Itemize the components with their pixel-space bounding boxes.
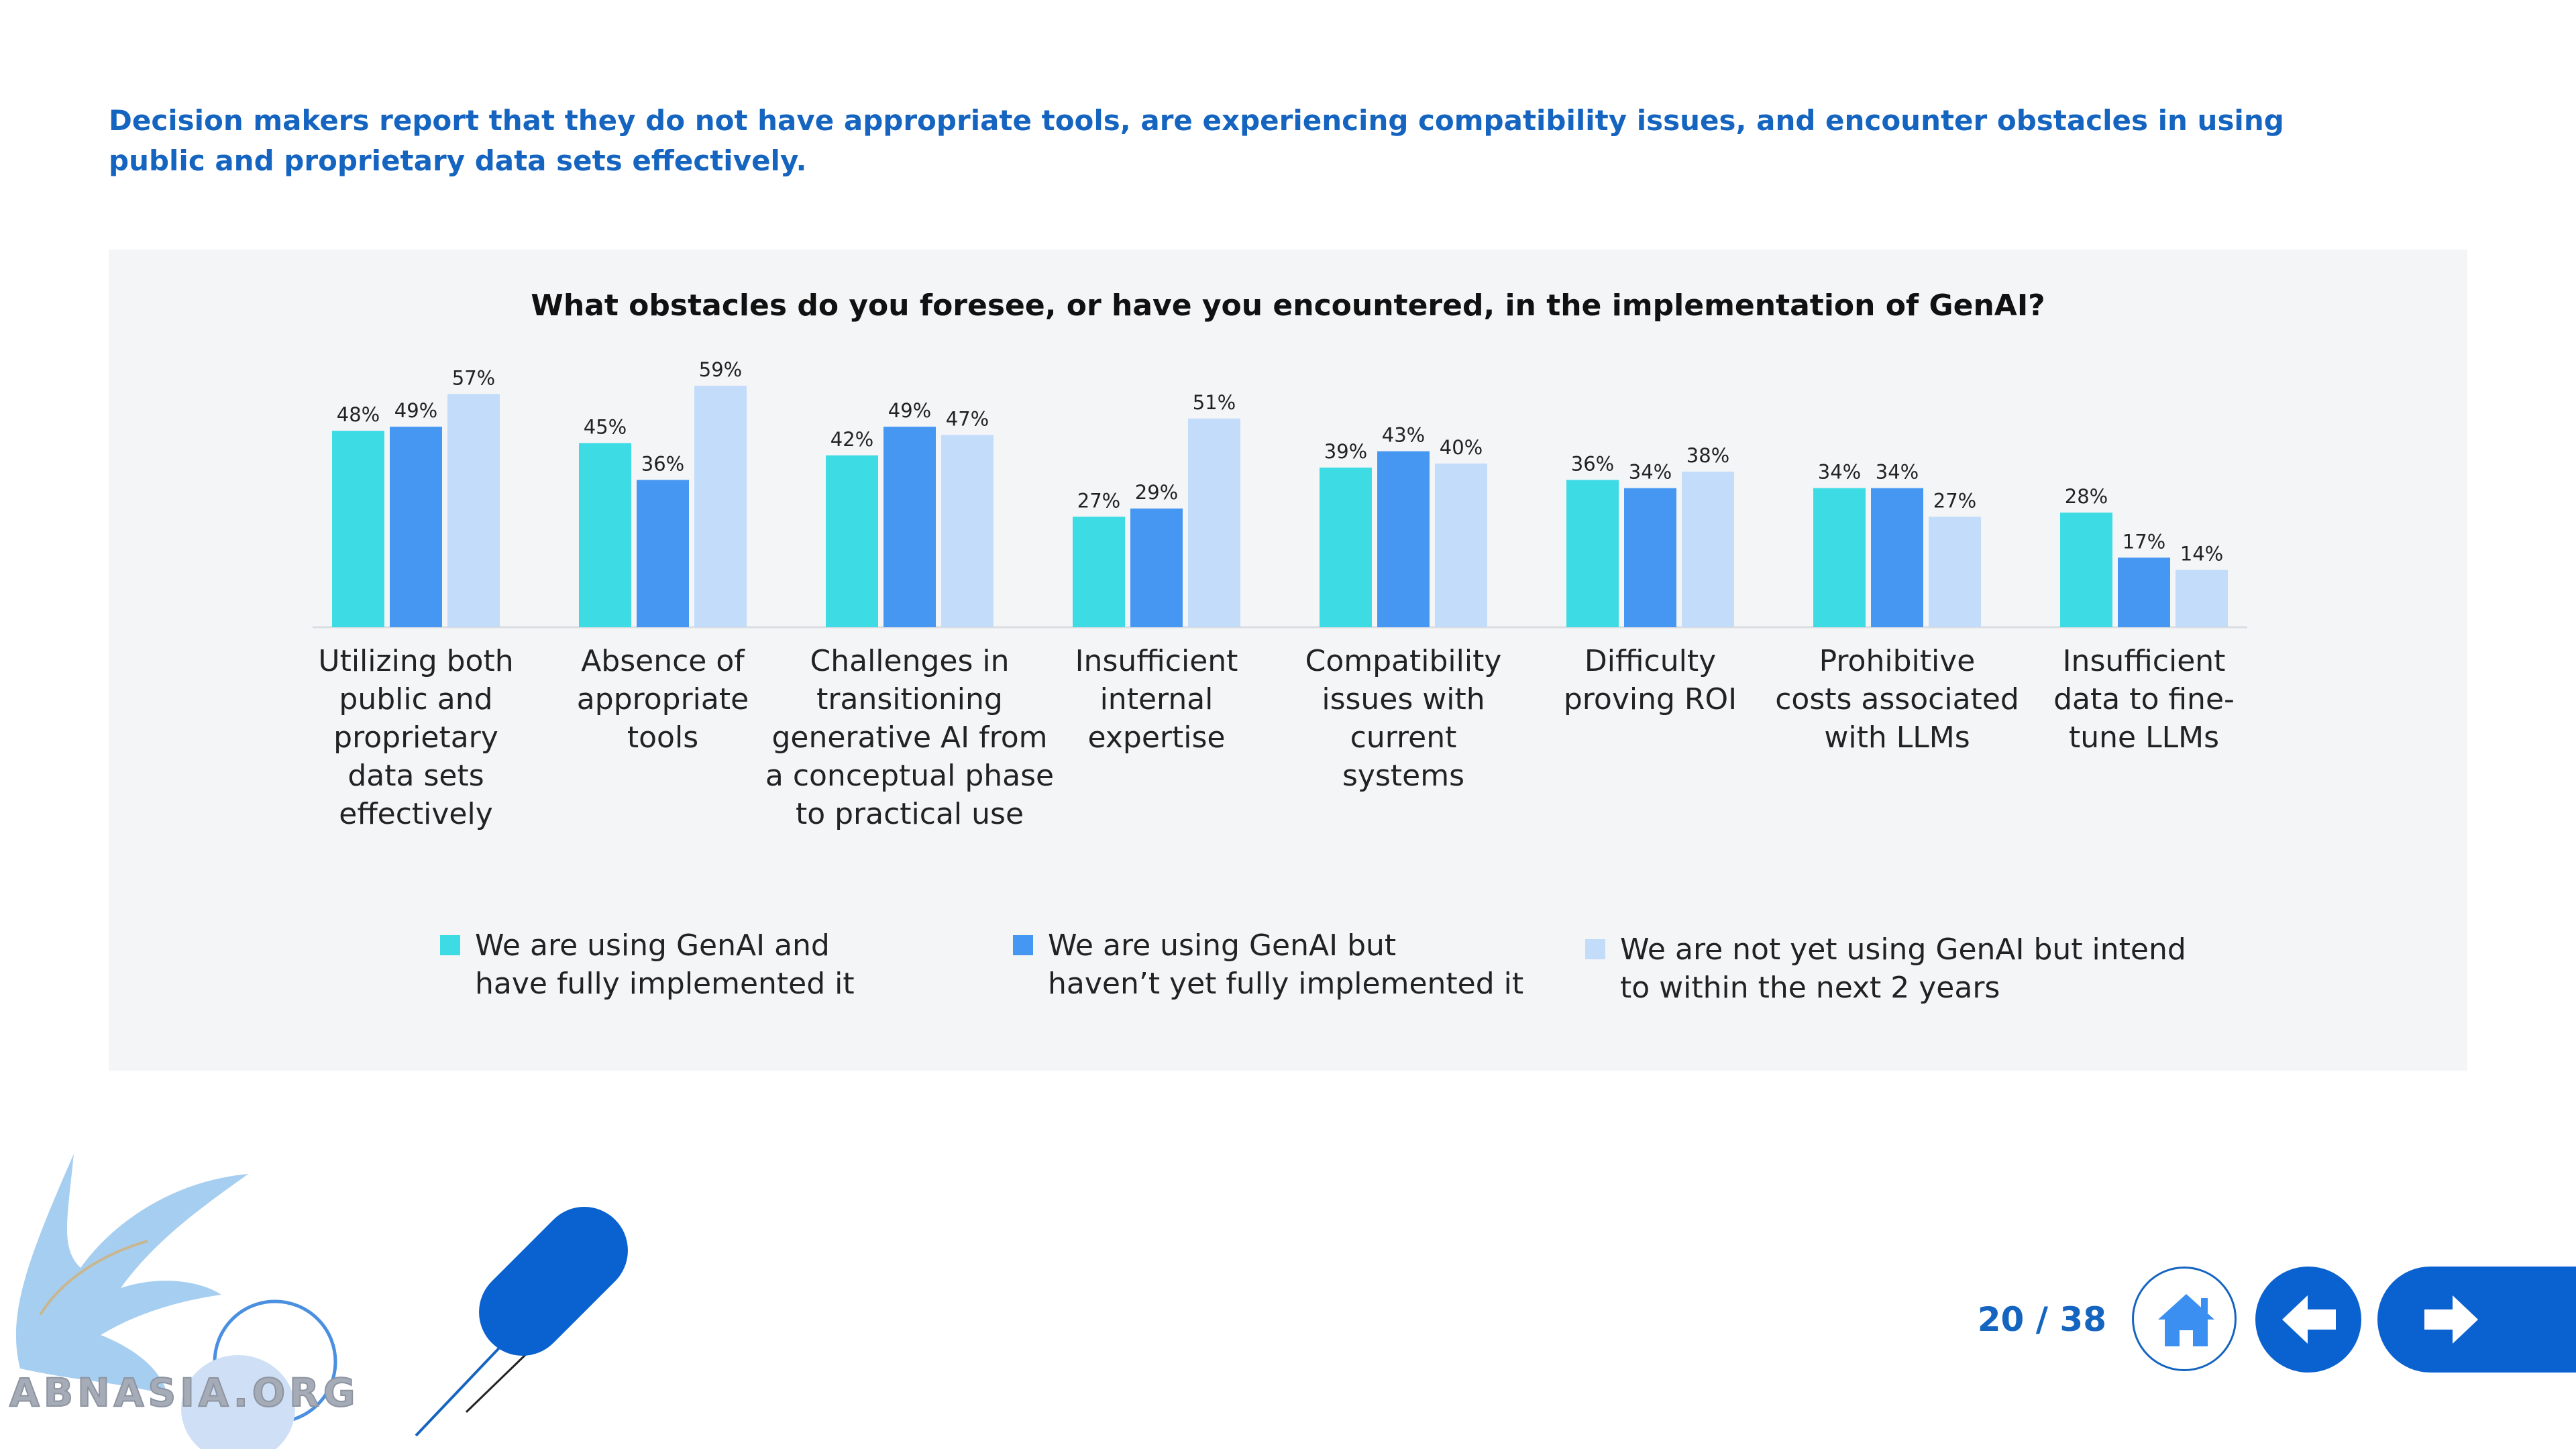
value-label: 43% <box>1382 424 1425 447</box>
bar-1-series-3 <box>447 394 500 627</box>
category-label: public and <box>339 682 492 716</box>
chart-panel <box>109 250 2467 1071</box>
category-label: effectively <box>339 797 493 831</box>
bar-8-series-1 <box>2060 513 2112 627</box>
category-label: Absence of <box>581 644 745 678</box>
bar-4-series-3 <box>1188 418 1240 627</box>
page-indicator: 20 / 38 <box>1977 1300 2106 1339</box>
value-label: 39% <box>1324 440 1367 463</box>
watermark-logo <box>15 1154 337 1449</box>
category-label: generative AI from <box>771 720 1047 755</box>
value-label: 34% <box>1629 461 1672 484</box>
bar-2-series-2 <box>637 480 689 627</box>
bar-3-series-1 <box>826 455 878 627</box>
bar-8-series-2 <box>2118 557 2170 627</box>
bar-1-series-1 <box>332 431 384 627</box>
value-label: 49% <box>394 399 437 422</box>
bar-6-series-1 <box>1566 480 1619 627</box>
bar-4-series-1 <box>1073 517 1125 627</box>
value-label: 14% <box>2180 543 2223 566</box>
category-label: tune LLMs <box>2069 720 2219 755</box>
category-label: current <box>1350 720 1457 755</box>
category-label: Insufficient <box>1075 644 1238 678</box>
category-label: Challenges in <box>810 644 1010 678</box>
legend-label: We are using GenAI and <box>475 928 830 963</box>
value-label: 38% <box>1686 444 1729 467</box>
category-label: a conceptual phase <box>765 759 1054 793</box>
next-page-button[interactable] <box>2377 1267 2576 1373</box>
value-label: 59% <box>699 358 742 381</box>
value-label: 34% <box>1818 461 1861 484</box>
bar-6-series-3 <box>1682 472 1734 627</box>
bar-4-series-2 <box>1130 508 1183 627</box>
bar-1-series-2 <box>390 427 442 627</box>
bar-7-series-3 <box>1929 517 1981 627</box>
category-label: Prohibitive <box>1819 644 1976 678</box>
arrow-left-icon <box>2282 1295 2336 1344</box>
category-label: systems <box>1342 759 1464 793</box>
category-label: to practical use <box>796 797 1024 831</box>
category-label: data sets <box>347 759 484 793</box>
value-label: 29% <box>1135 481 1178 504</box>
value-label: 28% <box>2065 485 2108 508</box>
category-label: proprietary <box>333 720 498 755</box>
value-label: 47% <box>946 407 989 430</box>
legend-swatch <box>1013 935 1033 955</box>
bar-5-series-2 <box>1377 451 1430 627</box>
bar-3-series-3 <box>941 435 994 627</box>
category-label: issues with <box>1322 682 1485 716</box>
bar-7-series-1 <box>1813 488 1866 627</box>
category-label: tools <box>627 720 698 755</box>
category-label: Insufficient <box>2063 644 2226 678</box>
value-label: 42% <box>830 428 873 451</box>
value-label: 27% <box>1933 489 1976 512</box>
bar-8-series-3 <box>2176 570 2228 627</box>
bar-2-series-1 <box>579 443 631 627</box>
legend-label: to within the next 2 years <box>1620 971 2000 1005</box>
category-label: data to fine- <box>2053 682 2235 716</box>
value-label: 27% <box>1077 489 1120 512</box>
value-label: 49% <box>888 399 931 422</box>
category-label: proving ROI <box>1564 682 1737 716</box>
legend-label: have fully implemented it <box>475 967 855 1001</box>
bar-3-series-2 <box>883 427 936 627</box>
watermark-text: ABNASIA.ORG <box>9 1369 360 1416</box>
category-label: transitioning <box>816 682 1003 716</box>
category-label: Compatibility <box>1305 644 1502 678</box>
category-label: appropriate <box>577 682 749 716</box>
value-label: 51% <box>1193 391 1236 414</box>
bar-6-series-2 <box>1624 488 1676 627</box>
headline: Decision makers report that they do not … <box>109 104 2284 177</box>
legend-swatch <box>440 935 460 955</box>
category-label: expertise <box>1088 720 1226 755</box>
value-label: 36% <box>1571 452 1614 475</box>
bar-2-series-3 <box>694 386 747 627</box>
category-label: Difficulty <box>1585 644 1716 678</box>
value-label: 57% <box>452 366 495 389</box>
category-label: Utilizing both <box>318 644 513 678</box>
chart-title: What obstacles do you foresee, or have y… <box>531 288 2045 323</box>
bar-7-series-2 <box>1871 488 1923 627</box>
legend-label: We are using GenAI but <box>1048 928 1396 963</box>
value-label: 45% <box>584 416 627 439</box>
legend-swatch <box>1585 939 1605 959</box>
bar-5-series-1 <box>1320 468 1372 627</box>
category-label: with LLMs <box>1824 720 1970 755</box>
value-label: 17% <box>2123 530 2165 553</box>
value-label: 40% <box>1440 436 1483 459</box>
home-icon <box>2158 1294 2214 1346</box>
decorative-pill-graphic <box>415 1207 628 1437</box>
category-label: costs associated <box>1775 682 2019 716</box>
bar-5-series-3 <box>1435 464 1487 627</box>
legend-label: We are not yet using GenAI but intend <box>1620 932 2186 967</box>
value-label: 36% <box>641 452 684 475</box>
category-label: internal <box>1100 682 1214 716</box>
legend-label: haven’t yet fully implemented it <box>1048 967 1523 1001</box>
value-label: 48% <box>337 403 380 426</box>
value-label: 34% <box>1876 461 1919 484</box>
home-button[interactable] <box>2132 1267 2237 1371</box>
arrow-right-icon <box>2424 1295 2478 1344</box>
previous-page-button[interactable] <box>2255 1267 2361 1373</box>
